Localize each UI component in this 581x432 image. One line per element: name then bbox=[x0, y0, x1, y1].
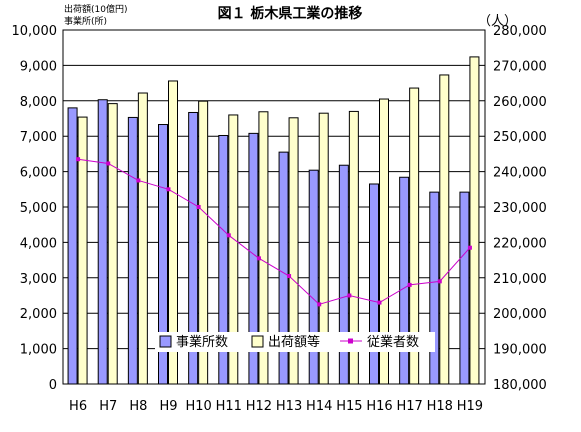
legend-label-shipments: 出荷額等 bbox=[268, 334, 320, 350]
bar-shipments bbox=[77, 116, 88, 385]
right-tick-label: 280,000 bbox=[493, 24, 547, 39]
legend-label-establishments: 事業所数 bbox=[176, 334, 228, 350]
x-tick-label: H16 bbox=[366, 399, 392, 414]
x-tick-label: H11 bbox=[216, 399, 242, 414]
employee-point bbox=[226, 233, 231, 238]
legend-label-employees: 従業者数 bbox=[367, 334, 419, 350]
employee-point bbox=[256, 256, 261, 261]
employee-point bbox=[347, 293, 352, 298]
x-tick-label: H10 bbox=[185, 399, 211, 414]
left-tick-label: 0 bbox=[49, 378, 57, 393]
employee-series-line bbox=[78, 158, 471, 305]
employee-line bbox=[76, 157, 472, 307]
employee-point bbox=[136, 178, 141, 183]
left-tick-label: 10,000 bbox=[12, 24, 58, 39]
left-tick-label: 7,000 bbox=[20, 130, 57, 145]
right-tick-label: 210,000 bbox=[493, 272, 547, 287]
legend-swatch-shipments bbox=[251, 335, 264, 348]
employee-point bbox=[76, 157, 81, 162]
x-tick-label: H7 bbox=[99, 399, 117, 414]
left-tick-label: 8,000 bbox=[20, 95, 57, 110]
right-tick-label: 200,000 bbox=[493, 307, 547, 322]
x-tick-label: H15 bbox=[336, 399, 362, 414]
x-tick-label: H17 bbox=[396, 399, 422, 414]
employee-point bbox=[467, 245, 472, 250]
plot-frame bbox=[62, 29, 486, 385]
x-tick-label: H13 bbox=[276, 399, 302, 414]
legend: 事業所数 出荷額等 従業者数 bbox=[155, 332, 435, 352]
employee-point bbox=[377, 300, 382, 305]
x-tick-label: H9 bbox=[159, 399, 177, 414]
right-axis-label: （人） bbox=[478, 14, 517, 29]
right-tick-label: 190,000 bbox=[493, 343, 547, 358]
left-tick-label: 4,000 bbox=[20, 236, 57, 251]
bar-establishments bbox=[429, 191, 440, 385]
legend-box bbox=[155, 332, 435, 352]
axes: 0 1,000 2,000 3,000 4,000 5,000 6,000 7,000 8,00… bbox=[12, 24, 547, 414]
left-tick-label: 6,000 bbox=[20, 166, 57, 181]
employee-point bbox=[407, 282, 412, 287]
employee-point bbox=[287, 274, 292, 279]
bar-shipments bbox=[137, 92, 148, 385]
x-tick-label: H18 bbox=[427, 399, 453, 414]
bar-shipments bbox=[107, 103, 118, 385]
employee-point bbox=[317, 302, 322, 307]
bar-establishments bbox=[67, 107, 78, 385]
right-tick-label: 270,000 bbox=[493, 59, 547, 74]
right-tick-label: 240,000 bbox=[493, 166, 547, 181]
bars bbox=[67, 56, 480, 385]
x-tick-label: H14 bbox=[306, 399, 332, 414]
right-tick-label: 260,000 bbox=[493, 95, 547, 110]
right-tick-label: 180,000 bbox=[493, 378, 547, 393]
left-tick-label: 9,000 bbox=[20, 59, 57, 74]
bar-establishments bbox=[369, 183, 379, 385]
employee-point bbox=[106, 161, 111, 166]
left-tick-label: 5,000 bbox=[20, 201, 57, 216]
employee-point bbox=[196, 205, 201, 209]
left-axis-label-line-2: 事業所(所) bbox=[64, 15, 107, 27]
left-tick-label: 3,000 bbox=[20, 272, 57, 287]
bar-shipments bbox=[469, 56, 480, 385]
employee-point bbox=[437, 279, 442, 284]
bar-establishments bbox=[127, 116, 138, 385]
employee-point bbox=[166, 187, 171, 192]
bar-establishments bbox=[97, 99, 108, 385]
legend-marker-employees bbox=[348, 338, 353, 344]
legend-swatch-establishments bbox=[159, 335, 172, 348]
x-tick-label: H12 bbox=[246, 399, 272, 414]
right-tick-label: 220,000 bbox=[493, 236, 547, 251]
bar-establishments bbox=[399, 176, 410, 385]
bar-shipments bbox=[439, 74, 450, 385]
left-tick-label: 1,000 bbox=[20, 343, 57, 358]
right-tick-label: 230,000 bbox=[493, 201, 547, 216]
right-tick-label: 250,000 bbox=[493, 130, 547, 145]
chart-title: 図１ 栃木県工業の推移 bbox=[218, 5, 363, 22]
x-tick-label: H19 bbox=[457, 399, 483, 414]
x-tick-label: H6 bbox=[69, 399, 87, 414]
bar-establishments bbox=[459, 191, 470, 385]
left-tick-label: 2,000 bbox=[20, 307, 57, 322]
x-tick-label: H8 bbox=[129, 399, 147, 414]
left-axis-label-line-1: 出荷額(10億円) bbox=[64, 3, 127, 15]
